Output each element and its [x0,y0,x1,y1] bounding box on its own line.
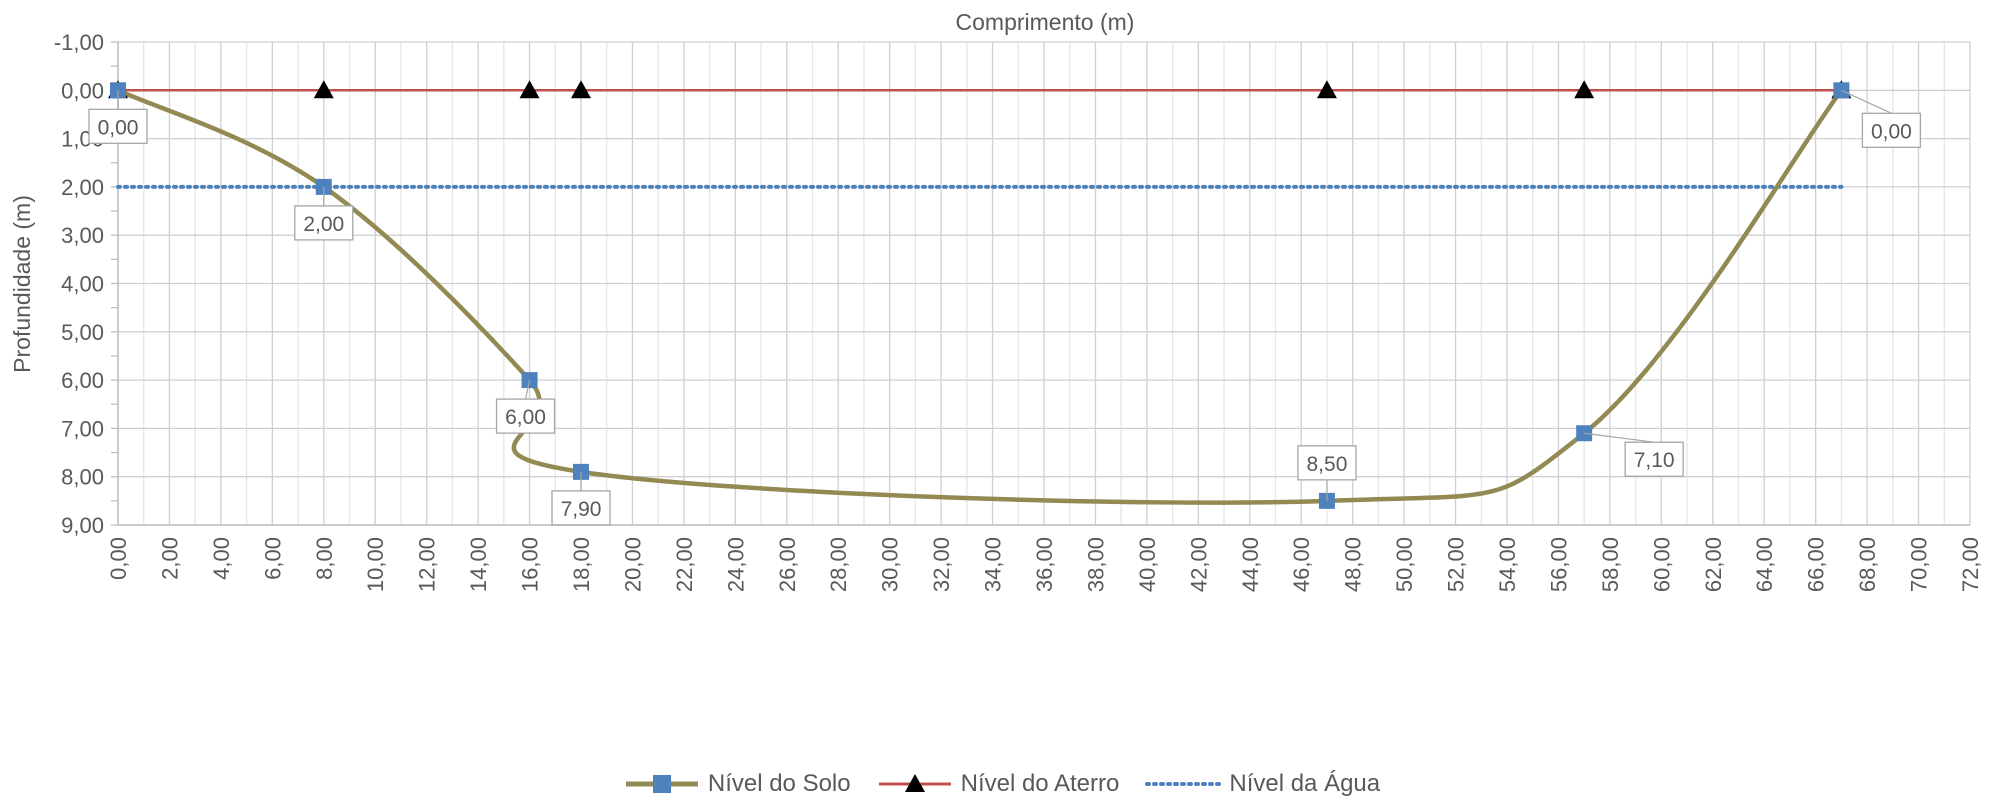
data-label: 2,00 [303,213,344,236]
y-tick-label: 8,00 [61,465,104,490]
x-tick-label: 28,00 [826,537,851,592]
marker-aterro [313,80,334,99]
x-tick-label: 54,00 [1495,537,1520,592]
marker-aterro [571,80,591,99]
x-tick-label: 68,00 [1855,537,1880,592]
data-label-leader [1841,89,1892,114]
x-tick-label: 58,00 [1598,537,1623,592]
x-tick-label: 66,00 [1804,537,1829,592]
x-tick-label: 60,00 [1649,537,1674,592]
y-axis-title: Profundidade (m) [9,195,35,373]
legend-label-agua: Nível da Água [1229,770,1381,797]
x-tick-label: 6,00 [260,537,285,580]
y-tick-label: 2,00 [61,175,104,200]
legend-item-solo: Nível do Solo [624,770,851,798]
marker-aterro [1574,80,1595,99]
series [108,80,1852,509]
x-tick-label: 0,00 [106,537,131,580]
x-tick-label: 32,00 [929,537,954,592]
x-tick-label: 46,00 [1289,537,1314,592]
x-tick-label: 16,00 [518,537,543,592]
data-labels: 0,00 2,00 6,00 7,90 8,50 7,10 0,00 [88,89,1922,526]
x-tick-label: 72,00 [1958,537,1983,592]
data-label-box [1297,445,1357,481]
y-tick-label: 0,00 [61,78,104,103]
data-label-box [294,205,354,241]
y-tick-label: 4,00 [61,272,104,297]
x-tick-label: 42,00 [1186,537,1211,592]
data-label: 0,00 [1871,120,1912,143]
x-tick-label: 12,00 [415,537,440,592]
data-label: 6,00 [505,406,546,429]
x-tick-label: 8,00 [312,537,337,580]
x-tick-label: 36,00 [1032,537,1057,592]
x-tick-label: 62,00 [1701,537,1726,592]
x-tick-label: 10,00 [363,537,388,592]
x-tick-label: 22,00 [672,537,697,592]
x-tick-label: 50,00 [1392,537,1417,592]
data-label-box [1861,112,1922,148]
y-tick-label: 3,00 [61,223,104,248]
x-tick-label: 56,00 [1546,537,1571,592]
x-tick-label: 14,00 [466,537,491,592]
data-label-box [495,398,556,434]
legend-swatch-solo [625,775,698,793]
x-tick-label: 18,00 [569,537,594,592]
legend-item-aterro: Nível do Aterro [877,770,1120,798]
axes: -1,000,001,002,003,004,005,006,007,008,0… [54,30,1983,592]
x-tick-label: 34,00 [981,537,1006,592]
x-tick-label: 48,00 [1341,537,1366,592]
x-tick-label: 30,00 [878,537,903,592]
x-tick-label: 26,00 [775,537,800,592]
marker-aterro [1316,80,1337,99]
data-label: 0,00 [98,116,139,139]
data-label-box [88,108,148,144]
x-tick-label: 24,00 [723,537,748,592]
grid [117,41,1971,526]
legend-swatch-agua [1145,782,1222,786]
data-label-leader [1584,432,1655,443]
legend-swatch-aterro [878,774,951,792]
data-label: 8,50 [1307,453,1348,476]
data-label-leader [524,379,531,400]
y-tick-label: 5,00 [61,320,104,345]
x-tick-label: 44,00 [1238,537,1263,592]
x-axis-title: Comprimento (m) [956,9,1135,35]
data-label-box [1624,441,1684,477]
legend-item-agua: Nível da Água [1145,770,1380,798]
x-tick-label: 4,00 [209,537,234,580]
y-tick-label: -1,00 [54,30,104,55]
x-tick-label: 38,00 [1083,537,1108,592]
x-tick-label: 20,00 [620,537,645,592]
x-tick-label: 52,00 [1444,537,1469,592]
marker-aterro [519,80,540,99]
y-tick-label: 6,00 [61,368,104,393]
x-tick-label: 40,00 [1135,537,1160,592]
y-tick-label: 9,00 [61,513,104,538]
data-label-box [551,490,611,526]
x-tick-label: 64,00 [1752,537,1777,592]
data-label: 7,90 [561,498,602,521]
data-label: 7,10 [1634,449,1675,472]
x-tick-label: 2,00 [157,537,182,580]
x-tick-label: 70,00 [1907,537,1932,592]
legend: Nível do Solo Nível do Aterro Nível da Á… [0,770,2004,798]
legend-label-solo: Nível do Solo [707,770,851,797]
legend-label-aterro: Nível do Aterro [960,770,1120,797]
y-tick-label: 7,00 [61,416,104,441]
